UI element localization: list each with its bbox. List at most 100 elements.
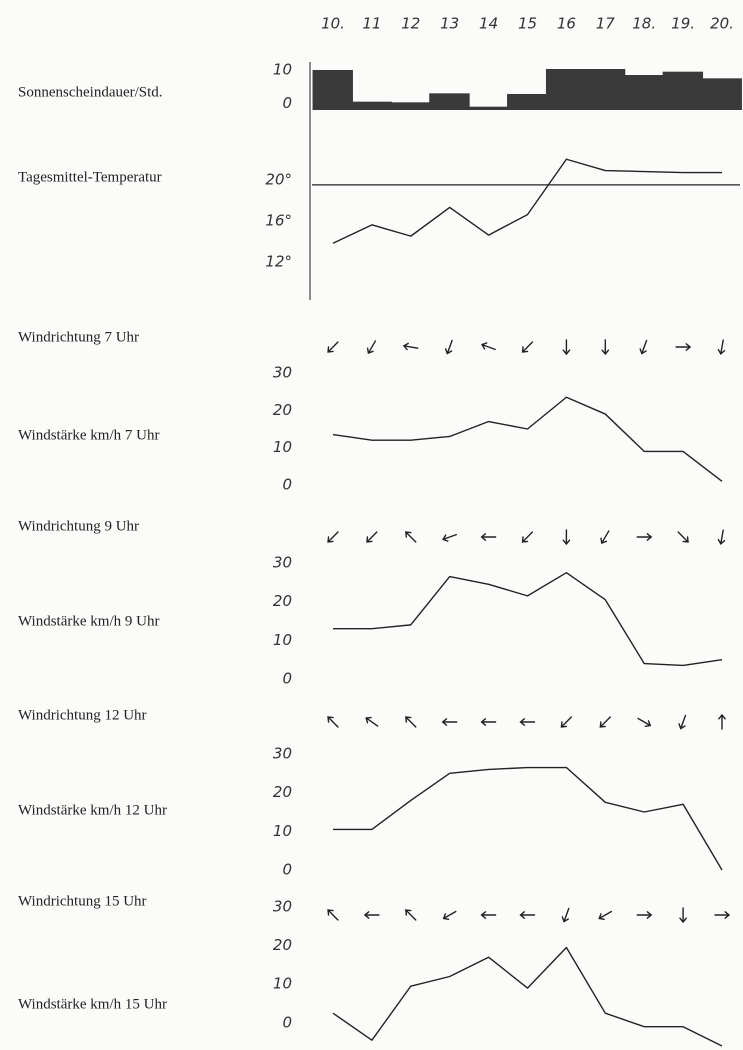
bar — [701, 78, 742, 110]
wind-arrow — [561, 907, 570, 923]
y-tick-label: 20° — [265, 170, 292, 188]
bar — [429, 93, 470, 110]
wind-arrow — [327, 531, 339, 543]
wind-arrow — [562, 529, 571, 546]
bar — [468, 106, 509, 110]
wind-arrow — [601, 339, 610, 356]
x-category-label: 18. — [632, 15, 656, 33]
wind-arrow — [636, 533, 653, 541]
y-tick-label: 0 — [282, 94, 292, 112]
panel-label: Windrichtung 7 Uhr — [18, 329, 139, 345]
wind-arrow — [717, 339, 726, 355]
wind-arrow — [480, 718, 497, 726]
y-tick-label: 0 — [282, 670, 292, 688]
wind-arrow — [480, 533, 497, 541]
wind-arrow — [675, 343, 692, 351]
wind-arrow — [366, 531, 378, 543]
panel-label: Windrichtung 12 Uhr — [18, 707, 147, 723]
y-tick-label: 10 — [273, 631, 292, 649]
wind-arrow — [562, 339, 571, 356]
wind-arrow — [327, 716, 339, 728]
wind-arrow — [714, 911, 731, 919]
wind-arrow — [405, 909, 417, 921]
x-category-label: 15 — [518, 15, 537, 33]
wind-arrow — [639, 339, 648, 355]
wind-arrow — [519, 718, 536, 726]
wind-arrow — [521, 531, 534, 543]
bar — [662, 71, 704, 110]
wind-arrow — [480, 911, 497, 919]
wind-arrow — [441, 718, 458, 726]
y-tick-label: 20 — [273, 401, 292, 419]
panel-label: Windrichtung 9 Uhr — [18, 518, 139, 534]
panel-label: Windstärke km/h 12 Uhr — [18, 802, 167, 818]
data-line — [332, 396, 723, 482]
wind-arrow — [480, 342, 496, 351]
y-tick-label: 16° — [265, 211, 292, 229]
wind-arrow — [327, 909, 339, 921]
y-tick-label: 30 — [273, 364, 292, 382]
x-category-label: 16 — [557, 15, 576, 33]
bar — [545, 69, 587, 110]
wind-arrow — [442, 910, 457, 921]
x-category-label: 10. — [321, 15, 345, 33]
bar — [507, 94, 548, 110]
y-tick-label: 0 — [282, 476, 292, 494]
y-tick-label: 20 — [273, 936, 292, 954]
wind-arrow — [636, 911, 653, 919]
x-category-label: 13 — [440, 15, 459, 33]
panel-label: Windstärke km/h 9 Uhr — [18, 613, 159, 629]
bar — [312, 70, 353, 110]
panel-label: Windstärke km/h 7 Uhr — [18, 427, 159, 443]
y-tick-label: 10 — [273, 61, 292, 79]
x-category-label: 20. — [710, 15, 734, 33]
wind-arrow — [718, 713, 726, 730]
wind-arrow — [677, 531, 689, 543]
wind-arrow — [560, 716, 573, 728]
panel-label: Sonnenscheindauer/Std. — [18, 84, 163, 100]
bar — [390, 102, 431, 110]
y-tick-label: 20 — [273, 783, 292, 801]
wind-arrow — [679, 907, 687, 924]
wind-arrow — [637, 717, 652, 728]
data-line — [333, 571, 723, 667]
panel-label: Windstärke km/h 15 Uhr — [18, 996, 167, 1012]
wind-arrow — [363, 911, 380, 919]
data-line — [332, 946, 723, 1047]
wind-arrow — [600, 530, 610, 545]
bar — [584, 69, 626, 110]
wind-arrow — [678, 714, 687, 730]
panel-label: Tagesmittel-Temperatur — [18, 169, 162, 185]
data-line — [333, 766, 723, 871]
wind-arrow — [366, 340, 377, 355]
y-tick-label: 0 — [282, 861, 292, 879]
y-tick-label: 10 — [273, 822, 292, 840]
wind-arrow — [519, 911, 536, 919]
wind-arrow — [405, 716, 417, 728]
wind-arrow — [365, 716, 379, 727]
wind-arrow — [442, 533, 457, 542]
y-tick-label: 12° — [265, 252, 292, 270]
x-category-label: 12 — [401, 15, 420, 33]
y-tick-label: 20 — [273, 592, 292, 610]
wind-arrow — [598, 910, 613, 921]
y-tick-label: 30 — [273, 554, 292, 572]
wind-arrow — [405, 531, 417, 543]
wind-arrow — [521, 341, 534, 353]
y-tick-label: 10 — [273, 975, 292, 993]
panel-label: Windrichtung 15 Uhr — [18, 893, 147, 909]
wind-arrow — [717, 529, 726, 545]
y-tick-label: 10 — [273, 438, 292, 456]
wind-arrow — [599, 716, 611, 728]
x-category-label: 14 — [479, 15, 498, 33]
data-line — [332, 158, 722, 244]
wind-arrow — [444, 339, 453, 355]
y-tick-label: 30 — [273, 745, 292, 763]
x-category-label: 19. — [671, 15, 695, 33]
x-category-label: 11 — [362, 15, 381, 33]
x-category-label: 17 — [596, 15, 616, 33]
wind-arrow — [402, 342, 419, 351]
wind-arrow — [327, 341, 339, 353]
bar — [351, 101, 392, 110]
